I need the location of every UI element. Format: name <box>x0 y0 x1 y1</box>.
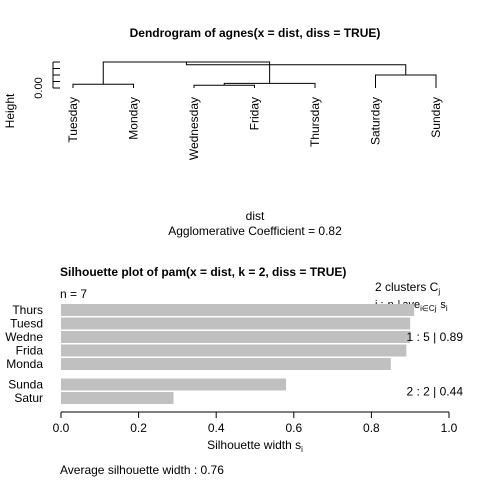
silhouette-bar <box>61 331 411 343</box>
silhouette-bar-label: Satur <box>14 391 43 405</box>
dendrogram-leaf-label: Tuesday <box>66 97 80 143</box>
silhouette-x-tick-label: 1.0 <box>441 421 458 435</box>
dendrogram-leaf-label: Thursday <box>308 97 322 147</box>
dendrogram-leaf-label: Friday <box>248 97 262 130</box>
dendrogram-leaf-label: Wednesday <box>187 97 201 160</box>
silhouette-x-label-text: Silhouette width s <box>207 438 301 452</box>
silhouette-title: Silhouette plot of pam(x = dist, k = 2, … <box>60 265 346 279</box>
silhouette-bar <box>61 317 411 330</box>
silhouette-x-label: Silhouette width si <box>207 438 303 454</box>
silhouette-bar <box>61 392 174 404</box>
silhouette-bar <box>61 358 391 370</box>
dendrogram-merge <box>185 62 407 75</box>
silhouette-cluster-summary: 2 : 2 | 0.44 <box>407 384 464 398</box>
silhouette-bar <box>61 304 415 316</box>
silhouette-x-tick-label: 0.6 <box>285 421 302 435</box>
dendrogram-plot: Tuesday Monday Wednesday Friday Thursday Satu… <box>52 61 443 160</box>
silhouette-x-tick-label: 0.8 <box>363 421 380 435</box>
silhouette-bar <box>61 344 407 357</box>
dendrogram-y-label: Height <box>3 93 17 128</box>
dendrogram-merge <box>102 61 271 85</box>
silhouette-bar-label: Wedne <box>5 330 43 344</box>
silhouette-n-label: n = 7 <box>60 287 87 301</box>
dendrogram-leaf-label: Monday <box>127 97 141 140</box>
dendrogram-merge <box>72 83 134 88</box>
dendrogram-merge <box>375 74 437 88</box>
dendrogram-title: Dendrogram of agnes(x = dist, diss = TRU… <box>130 26 381 40</box>
silhouette-bar <box>61 378 287 391</box>
silhouette-bar-label: Frida <box>16 344 44 358</box>
dendrogram-x-label: dist <box>246 209 265 223</box>
dendrogram-coefficient: Agglomerative Coefficient = 0.82 <box>168 224 342 238</box>
dendrogram-leaf-label: Sunday <box>429 97 443 138</box>
silhouette-average: Average silhouette width : 0.76 <box>60 463 224 477</box>
silhouette-bar-label: Sunda <box>8 378 43 392</box>
silhouette-cluster-summary: 1 : 5 | 0.89 <box>407 330 464 344</box>
silhouette-bar-label: Tuesd <box>10 317 43 331</box>
silhouette-x-tick-label: 0.0 <box>53 421 70 435</box>
silhouette-x-tick-label: 0.2 <box>130 421 147 435</box>
dendrogram-y-tick-label: 0.00 <box>33 77 45 98</box>
header-ave-sub: i∈Cj <box>420 304 437 313</box>
silhouette-clusters-text: 2 clusters C <box>375 280 439 294</box>
header-s: s <box>440 299 446 311</box>
silhouette-x-tick-label: 0.4 <box>208 421 225 435</box>
silhouette-x-label-sub: i <box>301 445 303 454</box>
dendrogram-leaf-label: Saturday <box>369 97 383 145</box>
silhouette-clusters-label: 2 clusters Cj <box>375 280 440 296</box>
dendrogram-merge <box>193 84 255 88</box>
silhouette-bar-label: Thurs <box>12 303 43 317</box>
silhouette-clusters-sub: j <box>437 287 440 296</box>
silhouette-bar-label: Monda <box>6 357 43 371</box>
header-s-sub: i <box>446 304 448 313</box>
